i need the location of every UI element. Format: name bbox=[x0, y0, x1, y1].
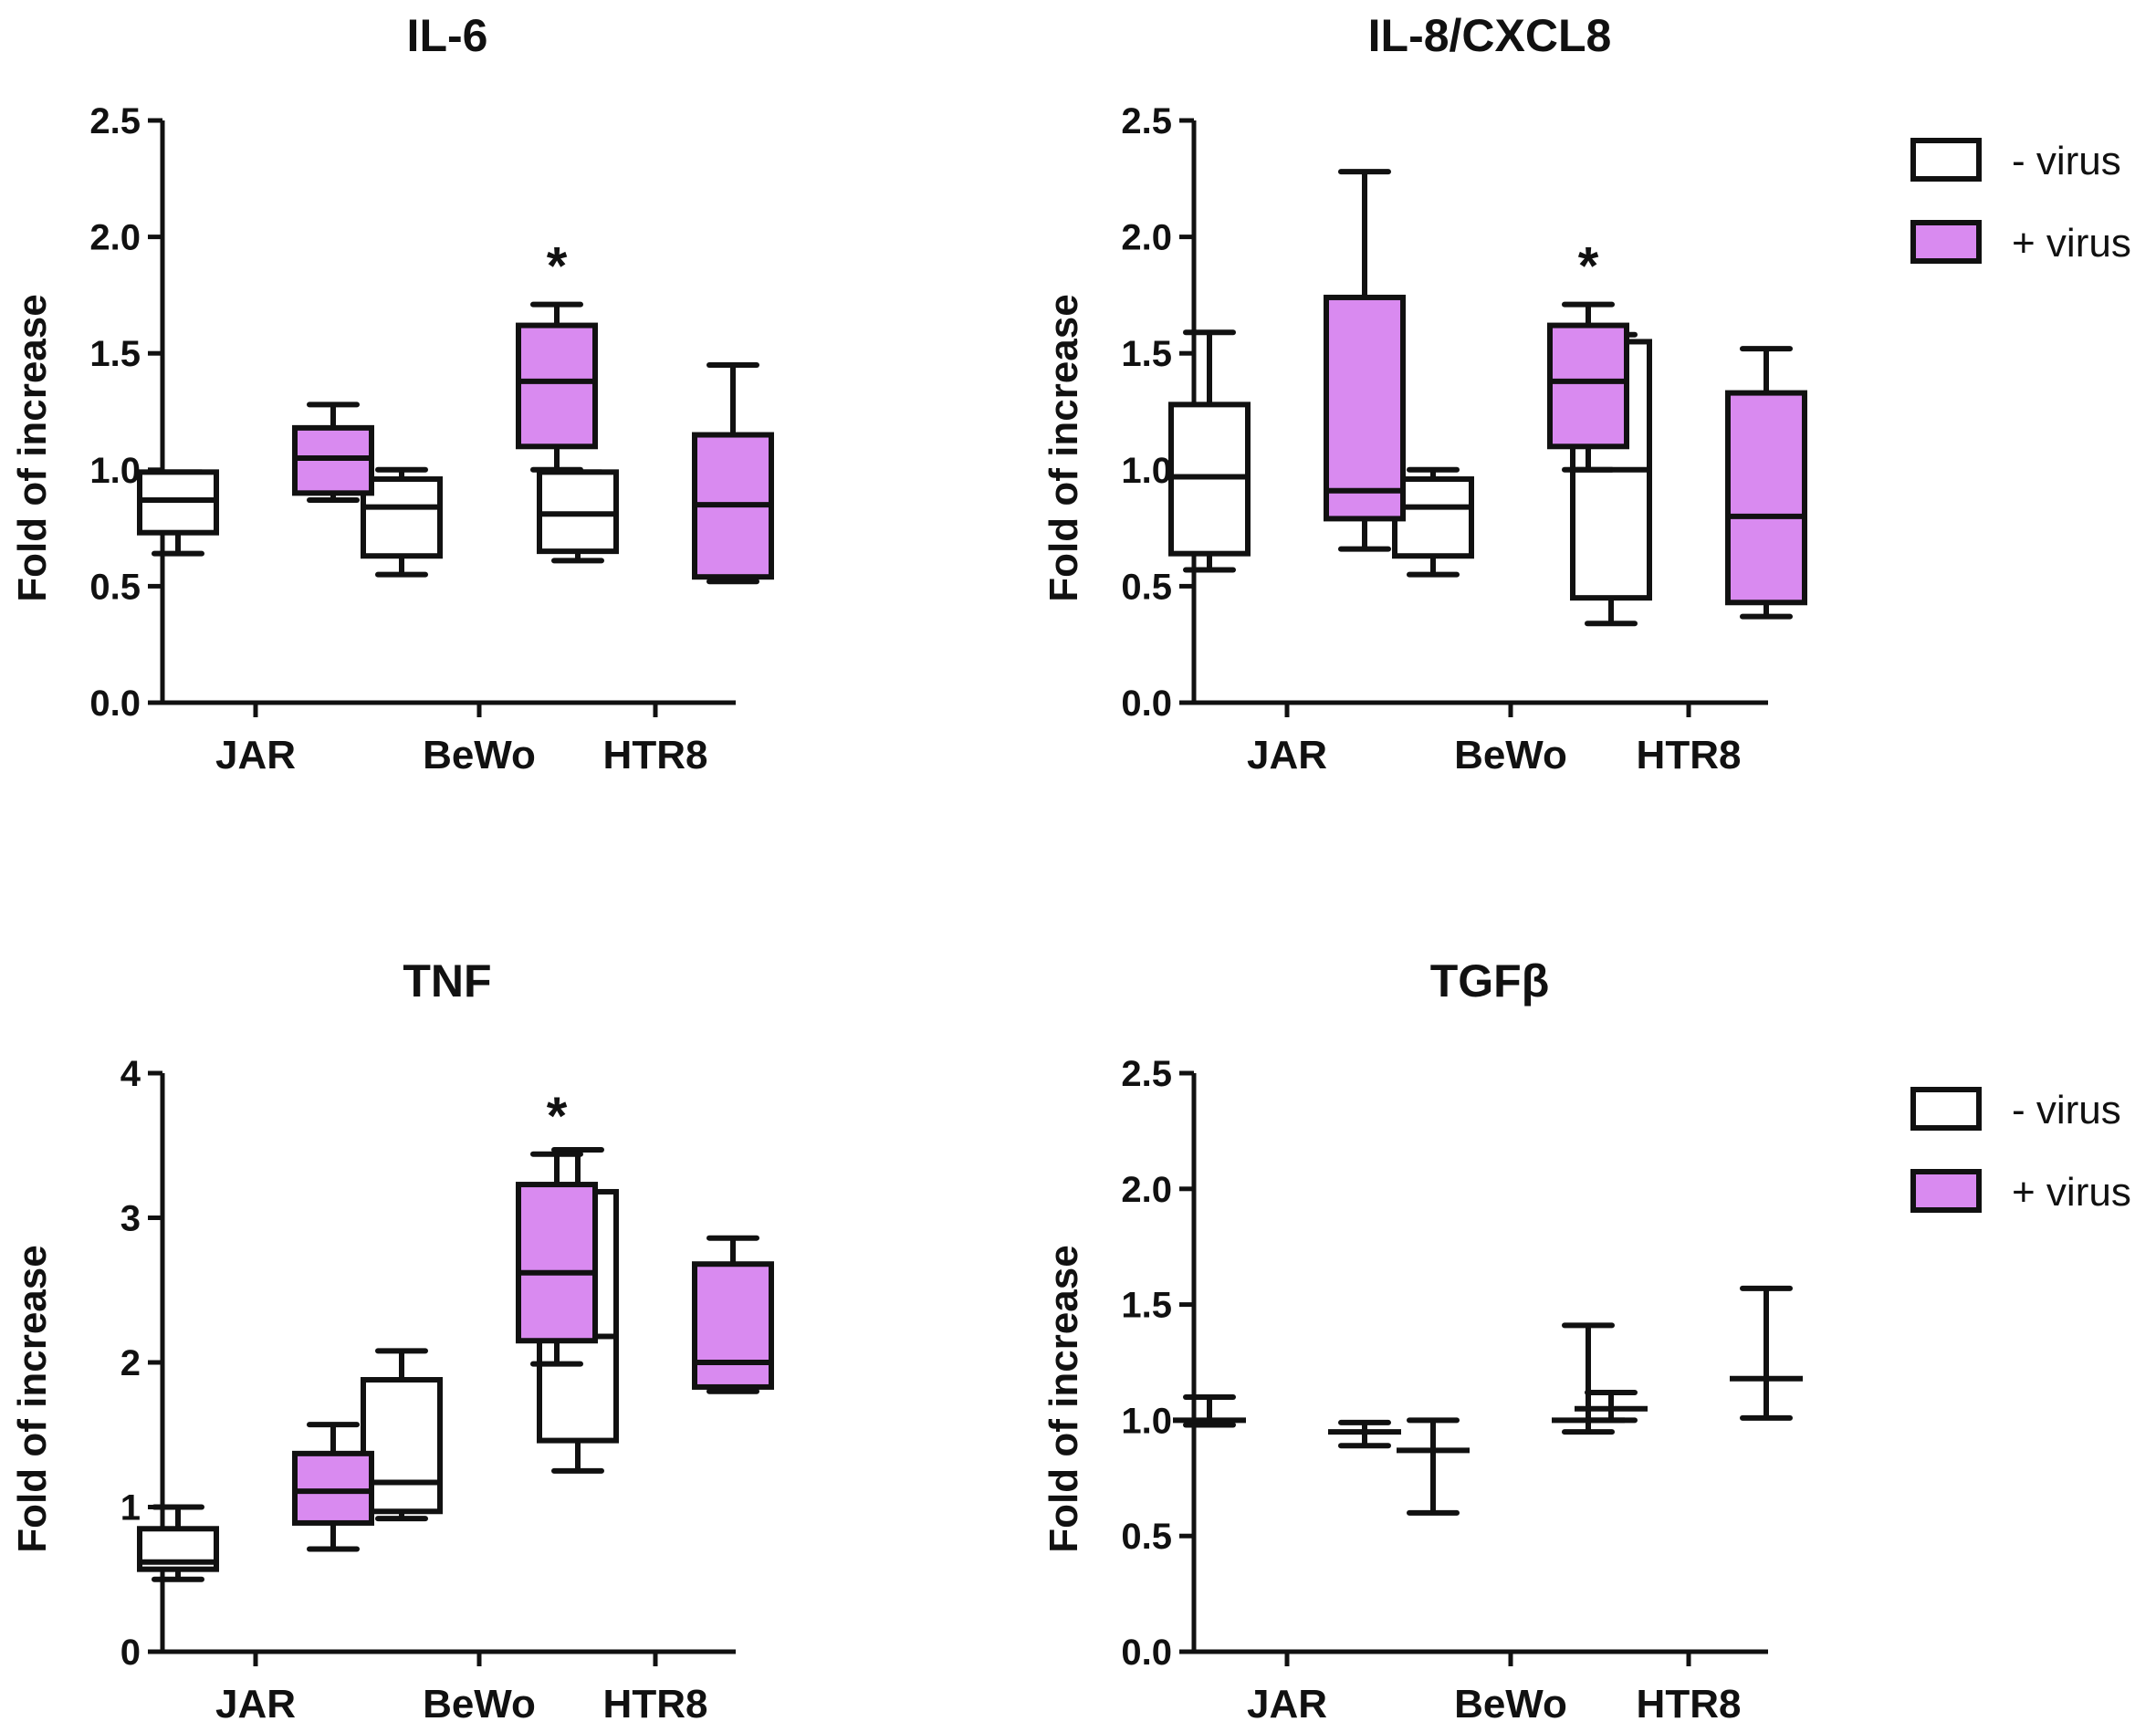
x-tick-label: JAR bbox=[1247, 1682, 1327, 1727]
y-tick-label: 0.5 bbox=[1121, 567, 1172, 607]
x-tick-label: BeWo bbox=[1454, 1682, 1567, 1727]
y-tick-label: 1.0 bbox=[1121, 1401, 1172, 1441]
chart-title: TNF bbox=[403, 955, 491, 1007]
box-minus-virus-jar bbox=[137, 469, 219, 557]
y-tick-label: 0.0 bbox=[89, 683, 141, 724]
iqr-box bbox=[361, 476, 443, 559]
box-minus-virus-htr8 bbox=[537, 469, 619, 564]
box-plus-virus-jar bbox=[1328, 1419, 1401, 1449]
x-tick-label: BeWo bbox=[423, 733, 536, 777]
legend: - virus + virus bbox=[1910, 138, 2131, 266]
box-minus-virus-jar bbox=[137, 1504, 219, 1582]
box-plus-virus-bewo bbox=[1547, 301, 1629, 473]
y-axis-label: Fold of increase bbox=[10, 1245, 55, 1552]
y-tick-label: 2 bbox=[120, 1343, 141, 1383]
y-tick-label: 1.5 bbox=[1121, 1286, 1172, 1326]
x-tick-label: BeWo bbox=[423, 1682, 536, 1727]
box-plus-virus-jar bbox=[292, 1422, 374, 1552]
iqr-box bbox=[692, 1261, 774, 1390]
box-plus-virus-jar bbox=[292, 402, 374, 503]
iqr-box bbox=[361, 1377, 443, 1515]
x-tick-label: JAR bbox=[215, 1682, 296, 1727]
legend-swatch-plus bbox=[1910, 220, 1982, 264]
y-tick-label: 1.5 bbox=[89, 334, 141, 374]
box-plus-virus-bewo bbox=[516, 1151, 598, 1367]
iqr-box bbox=[516, 322, 598, 450]
y-tick-label: 0.5 bbox=[1121, 1517, 1172, 1557]
legend-label-plus: + virus bbox=[2012, 221, 2131, 266]
box-plus-virus-bewo bbox=[1552, 1322, 1625, 1435]
y-tick-label: 0 bbox=[120, 1633, 141, 1673]
y-tick-label: 0.5 bbox=[89, 567, 141, 607]
y-tick-label: 1.0 bbox=[89, 451, 141, 491]
iqr-box bbox=[516, 1182, 598, 1344]
y-tick-label: 1.0 bbox=[1121, 451, 1172, 491]
y-tick-label: 0.0 bbox=[1121, 1633, 1172, 1673]
panel-1: IL-6 0.0 0.5 1.0 1.5 2.0 2.5 Fold of increase JA… bbox=[10, 10, 774, 777]
box-minus-virus-bewo bbox=[1392, 466, 1474, 578]
legend-label-plus: + virus bbox=[2012, 1170, 2131, 1215]
x-tick-label: JAR bbox=[1247, 733, 1327, 777]
significance-star: * bbox=[547, 237, 568, 297]
x-tick-label: HTR8 bbox=[1637, 733, 1742, 777]
box-plus-virus-bewo bbox=[516, 301, 598, 473]
y-axis-label: Fold of increase bbox=[1041, 1245, 1086, 1552]
y-tick-label: 2.0 bbox=[1121, 218, 1172, 258]
y-axis-label: Fold of increase bbox=[10, 294, 55, 601]
box-minus-virus-bewo bbox=[361, 1348, 443, 1522]
panel-2: IL-8/CXCL8 0.0 0.5 1.0 1.5 2.0 2.5 Fold of incr… bbox=[1041, 10, 2131, 777]
box-minus-virus-jar bbox=[1168, 329, 1251, 573]
box-minus-virus-bewo bbox=[1397, 1417, 1470, 1516]
y-tick-label: 2.5 bbox=[89, 101, 141, 141]
x-tick-label: HTR8 bbox=[603, 733, 708, 777]
box-plus-virus-htr8 bbox=[1725, 346, 1807, 620]
y-tick-label: 2.5 bbox=[1121, 1054, 1172, 1094]
iqr-box bbox=[1547, 322, 1629, 450]
y-tick-label: 1 bbox=[120, 1488, 141, 1529]
significance-star: * bbox=[1578, 237, 1599, 297]
iqr-box bbox=[1725, 390, 1807, 606]
box-plus-virus-jar bbox=[1324, 169, 1406, 552]
y-tick-label: 1.5 bbox=[1121, 334, 1172, 374]
y-tick-label: 0.0 bbox=[1121, 683, 1172, 724]
significance-star: * bbox=[547, 1087, 568, 1146]
x-tick-label: HTR8 bbox=[603, 1682, 708, 1727]
panel-4: TGFβ 0.0 0.5 1.0 1.5 2.0 2.5 Fold of increase JA… bbox=[1041, 955, 2131, 1727]
y-axis-label: Fold of increase bbox=[1041, 294, 1086, 601]
legend-swatch-minus bbox=[1910, 138, 1982, 182]
iqr-box bbox=[1324, 294, 1406, 522]
x-tick-label: JAR bbox=[215, 733, 296, 777]
legend-swatch-plus bbox=[1910, 1169, 1982, 1213]
box-plus-virus-htr8 bbox=[692, 1235, 774, 1394]
y-tick-label: 4 bbox=[120, 1054, 141, 1094]
x-tick-label: HTR8 bbox=[1637, 1682, 1742, 1727]
y-tick-label: 2.0 bbox=[1121, 1170, 1172, 1210]
box-plus-virus-htr8 bbox=[692, 361, 774, 585]
iqr-box bbox=[292, 1450, 374, 1526]
y-tick-label: 2.5 bbox=[1121, 101, 1172, 141]
chart-title: TGFβ bbox=[1430, 955, 1550, 1007]
chart-title: IL-6 bbox=[407, 10, 488, 61]
x-tick-label: BeWo bbox=[1454, 733, 1567, 777]
chart-title: IL-8/CXCL8 bbox=[1368, 10, 1612, 61]
iqr-box bbox=[1392, 476, 1474, 559]
box-minus-virus-bewo bbox=[361, 466, 443, 578]
legend-label-minus: - virus bbox=[2012, 1088, 2121, 1132]
legend: - virus + virus bbox=[1910, 1087, 2131, 1215]
y-tick-label: 3 bbox=[120, 1199, 141, 1239]
y-tick-label: 2.0 bbox=[89, 218, 141, 258]
legend-label-minus: - virus bbox=[2012, 139, 2121, 183]
legend-swatch-minus bbox=[1910, 1087, 1982, 1131]
panel-3: TNF 0 1 2 3 4 Fold of increase JAR BeWo HTR8 * bbox=[10, 955, 774, 1727]
box-minus-virus-jar bbox=[1173, 1394, 1246, 1428]
box-plus-virus-htr8 bbox=[1730, 1285, 1803, 1421]
